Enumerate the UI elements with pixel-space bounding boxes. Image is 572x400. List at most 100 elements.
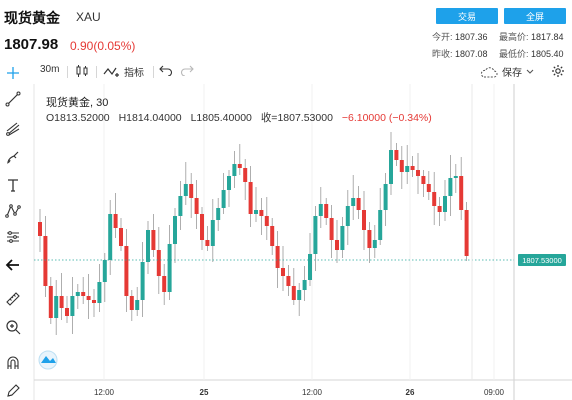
candle-body [216,208,221,220]
fib-tool[interactable] [4,120,22,138]
ohlc-legend: O1813.52000 H1814.04000 L1805.40000 收=18… [46,110,438,125]
legend-open: O1813.52000 [46,112,110,124]
ruler-icon [6,292,20,306]
candle-body [97,282,102,303]
trend-line-tool[interactable] [4,90,22,108]
lock-tool[interactable] [4,382,22,400]
back-tool[interactable] [4,256,22,274]
x-axis-tick: 12:00 [93,388,115,397]
candle-body [194,198,199,214]
chart-legend-name: 现货黄金, 30 [46,97,109,109]
indicators-icon [103,67,119,77]
candle-body [167,244,172,292]
candle-body [38,222,42,236]
candle-body [270,226,275,246]
crosshair-icon [7,67,19,79]
candle-body [437,206,442,212]
candle-body [329,218,334,240]
fullscreen-button[interactable]: 全屏 [504,8,566,24]
undo-button[interactable] [159,64,173,76]
cloud-icon [480,66,498,77]
candle-body [221,190,226,208]
ruler-tool[interactable] [4,290,22,308]
redo-icon [180,65,194,76]
candle-body [162,276,167,292]
candle-body [297,290,302,300]
candle-body [432,192,437,206]
candle-body [351,198,356,206]
magnet-tool[interactable] [4,354,22,372]
candle-body [210,220,215,246]
candle-body [248,182,253,214]
candle-body [113,214,118,228]
toolbar-divider [153,66,154,78]
candle-body [205,240,210,246]
candle-body [410,166,415,170]
candle-body [340,226,345,250]
candle-body [324,204,329,218]
chart-type-button[interactable] [75,64,89,78]
crosshair-tool[interactable] [4,64,22,82]
indicators-button[interactable]: 指标 [103,64,144,79]
settings-button[interactable] [551,64,565,78]
quote-open: 今开: 1807.36 [432,32,488,42]
candle-body [200,214,204,240]
candle-body [335,240,339,250]
candle-body [383,184,388,210]
save-label: 保存 [502,68,522,79]
candle-body [243,168,248,182]
x-axis-tick: 09:00 [483,388,505,397]
price-change: 0.90(0.05%) [70,39,136,53]
legend-close: 收=1807.53000 [260,112,333,124]
candle-body [426,184,431,192]
save-button[interactable]: 保存 [480,64,534,79]
candle-body [275,246,280,268]
zoom-in-icon [6,320,21,335]
magnet-icon [7,356,19,369]
candle-body [129,296,134,310]
candle-body [254,210,258,214]
candle-body [135,300,140,310]
candle-body [183,184,188,196]
candle-body [75,292,80,296]
x-axis-tick: 12:00 [301,388,323,397]
zoom-tool[interactable] [4,318,22,336]
candle-body [70,296,75,316]
candle-body [92,300,96,303]
redo-button[interactable] [180,64,194,76]
candle-body [421,176,426,184]
quote-prev-close: 昨收: 1807.08 [432,49,488,59]
candle-body [281,268,285,276]
brush-icon [6,151,19,164]
legend-change: −6.10000 (−0.34%) [341,112,432,124]
measure-tool[interactable] [4,228,22,246]
interval-selector[interactable]: 30m [40,64,60,75]
candle-body [399,160,404,172]
trade-button[interactable]: 交易 [436,8,498,24]
candle-body [108,214,113,260]
candle-body [232,164,237,176]
pencil-lock-icon [7,384,20,397]
candle-body [264,216,269,226]
current-price: 1807.98 [4,36,59,53]
trend-line-icon [5,91,21,107]
text-icon [8,179,18,192]
candle-body [308,254,312,280]
candle-body [146,230,150,262]
candle-body [59,296,64,308]
candle-body [367,230,372,248]
candle-body [459,176,464,210]
candle-body [173,216,177,244]
brush-tool[interactable] [4,148,22,166]
gear-icon [552,65,564,77]
candle-body [405,166,410,172]
candle-body [124,246,129,296]
candle-body [372,240,377,248]
text-tool[interactable] [4,176,22,194]
pattern-tool[interactable] [4,202,22,220]
toolbar-divider [67,66,68,78]
x-axis-tick: 25 [199,388,209,397]
candle-body [453,176,458,178]
candle-body [443,196,447,212]
